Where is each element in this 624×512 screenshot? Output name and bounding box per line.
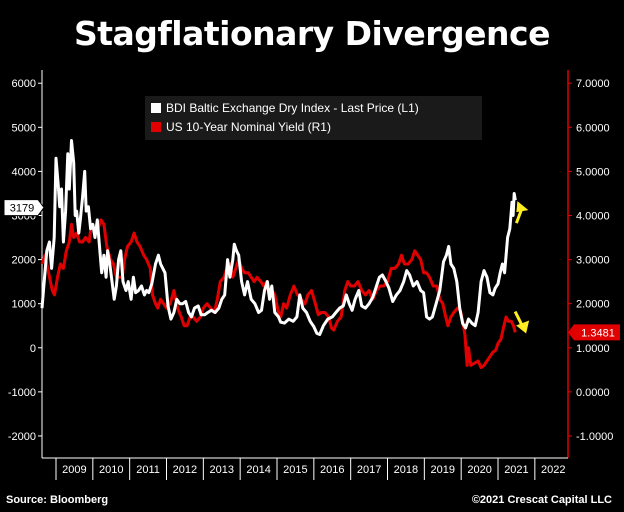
left-axis-tick-label: 1000: [12, 299, 36, 311]
right-axis-tick-label: 5.0000: [576, 166, 610, 178]
x-axis-tick-label: 2014: [246, 464, 270, 476]
legend-label-yield: US 10-Year Nominal Yield (R1): [166, 120, 331, 134]
x-axis-tick-label: 2009: [62, 464, 86, 476]
down-arrow-icon: [513, 310, 530, 334]
left-axis-tick-label: 4000: [12, 166, 36, 178]
right-axis-tick-label: 2.0000: [576, 299, 610, 311]
x-axis-tick-label: 2019: [431, 464, 455, 476]
legend-box: [145, 96, 482, 140]
bdi-series-line: [40, 139, 517, 336]
x-axis-tick-label: 2018: [394, 464, 418, 476]
right-axis-tick-label: 3.0000: [576, 255, 610, 267]
series-lines: [40, 139, 517, 370]
left-axis-tick-label: 6000: [12, 78, 36, 90]
left-axis-tick-label: 5000: [12, 122, 36, 134]
x-axis-tick-label: 2015: [283, 464, 307, 476]
x-axis-tick-label: 2013: [210, 464, 234, 476]
bdi-last-value-label: 3179: [10, 203, 34, 215]
x-axis-tick-label: 2011: [136, 464, 160, 476]
right-axis-tick-label: 4.0000: [576, 211, 610, 223]
left-axis-tick-label: -2000: [8, 431, 36, 443]
legend-label-bdi: BDI Baltic Exchange Dry Index - Last Pri…: [166, 101, 419, 115]
yield-last-value-tag: [568, 324, 620, 341]
up-arrow-icon: [514, 201, 529, 224]
source-note: Source: Bloomberg: [6, 494, 109, 506]
yield-last-value-label: 1.3481: [581, 327, 615, 339]
axes: 6000500040003000200010000-1000-20007.000…: [8, 70, 613, 480]
x-axis-tick-label: 2017: [357, 464, 381, 476]
down-arrow-shaft: [513, 310, 524, 327]
down-arrow-head: [516, 320, 530, 334]
right-axis-tick-label: 0.0000: [576, 387, 610, 399]
legend-swatch-bdi: [151, 103, 161, 113]
left-axis-tick-label: 2000: [12, 255, 36, 267]
legend-swatch-yield: [151, 122, 161, 132]
x-axis-tick-label: 2012: [173, 464, 197, 476]
x-axis-tick-label: 2020: [467, 464, 491, 476]
legend: BDI Baltic Exchange Dry Index - Last Pri…: [145, 96, 482, 140]
up-arrow-head: [516, 201, 529, 213]
right-axis-tick-label: 1.0000: [576, 343, 610, 355]
x-axis-tick-label: 2010: [99, 464, 123, 476]
markers: 3179 1.3481: [3, 199, 620, 341]
left-axis-tick-label: -1000: [8, 387, 36, 399]
x-axis-tick-label: 2016: [320, 464, 344, 476]
right-axis-tick-label: 6.0000: [576, 122, 610, 134]
chart-title: Stagflationary Divergence: [74, 14, 550, 53]
copyright-note: ©2021 Crescat Capital LLC: [471, 494, 612, 506]
left-axis-tick-label: 0: [30, 343, 36, 355]
right-axis-tick-label: -1.0000: [576, 431, 613, 443]
x-axis-tick-label: 2022: [541, 464, 565, 476]
x-axis-tick-label: 2021: [504, 464, 528, 476]
bdi-last-value-tag: [3, 199, 45, 217]
right-axis-tick-label: 7.0000: [576, 78, 610, 90]
